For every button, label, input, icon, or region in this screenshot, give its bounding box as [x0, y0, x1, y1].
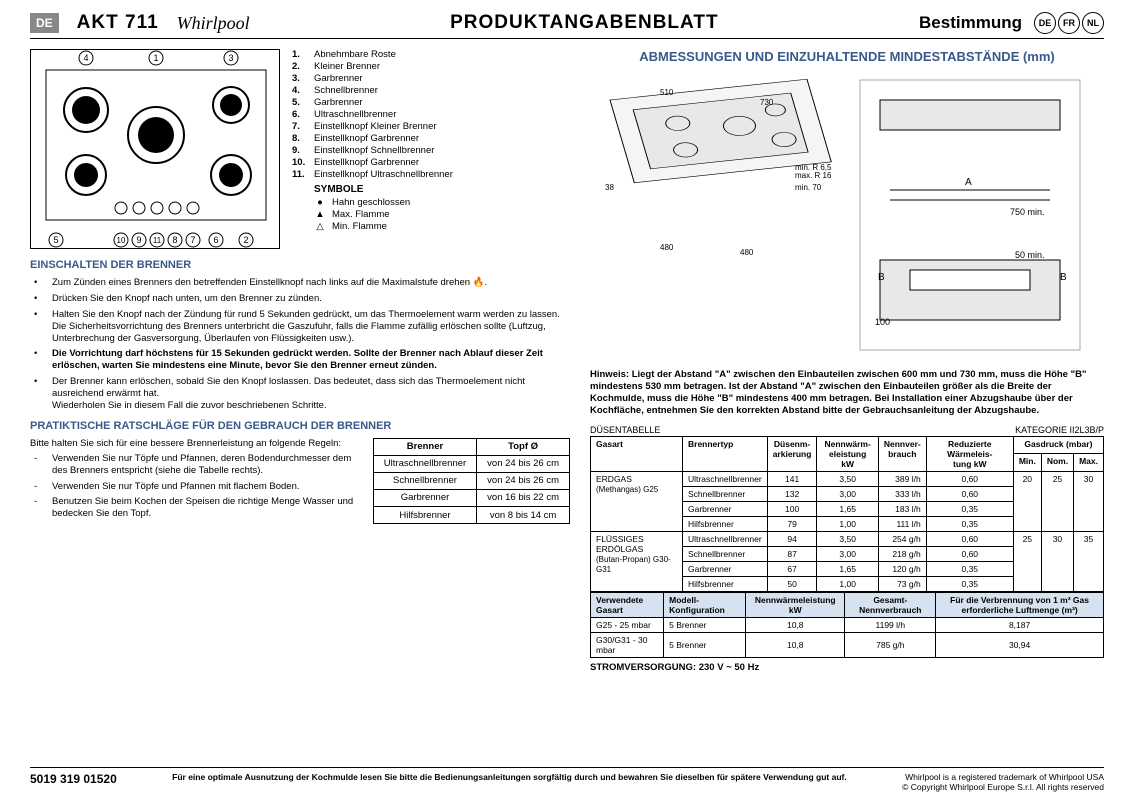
instruction-item: Zum Zünden eines Brenners den betreffend…: [30, 277, 570, 289]
svg-text:3: 3: [228, 53, 233, 63]
praktisch-text: Bitte halten Sie sich für eine bessere B…: [30, 438, 359, 524]
svg-text:A: A: [965, 177, 972, 188]
page-footer: 5019 319 01520 Für eine optimale Ausnutz…: [30, 767, 1104, 792]
parts-list-item: 8.Einstellknopf Garbrenner: [292, 133, 453, 144]
instruction-item: Drücken Sie den Knopf nach unten, um den…: [30, 293, 570, 305]
duse-category: KATEGORIE II2L3B/P: [1015, 425, 1104, 435]
parts-list-item: 3.Garbrenner: [292, 73, 453, 84]
svg-text:7: 7: [190, 235, 195, 245]
language-selector: DE FR NL: [1034, 12, 1104, 34]
footer-part-number: 5019 319 01520: [30, 772, 117, 786]
symbol-row: ●Hahn geschlossen: [314, 197, 453, 208]
right-column: ABMESSUNGEN UND EINZUHALTENDE MINDESTABS…: [590, 49, 1104, 673]
hinweis-label: Hinweis:: [590, 369, 629, 380]
header-right: Bestimmung DE FR NL: [919, 12, 1104, 34]
hob-diagram: 4 1 3 5 10 9 11 8 7 6 2: [30, 49, 280, 249]
tip-item: Verwenden Sie nur Töpfe und Pfannen mit …: [30, 481, 359, 493]
svg-text:100: 100: [875, 317, 890, 327]
page-title: PRODUKTANGABENBLATT: [450, 12, 718, 34]
nozzle-table-header: DÜSENTABELLE KATEGORIE II2L3B/P: [590, 425, 1104, 435]
svg-text:510: 510: [660, 88, 674, 97]
parts-list-item: 10.Einstellknopf Garbrenner: [292, 157, 453, 168]
model-number: AKT 711: [77, 12, 159, 34]
svg-text:750 min.: 750 min.: [1010, 207, 1045, 217]
destination-label: Bestimmung: [919, 13, 1022, 33]
parts-list-item: 6.Ultraschnellbrenner: [292, 109, 453, 120]
svg-text:5: 5: [53, 235, 58, 245]
svg-text:480: 480: [740, 248, 754, 257]
svg-text:6: 6: [213, 235, 218, 245]
section-einschalten-title: EINSCHALTEN DER BRENNER: [30, 259, 570, 271]
svg-text:11: 11: [153, 236, 162, 245]
page-header: DE AKT 711 Whirlpool PRODUKTANGABENBLATT…: [30, 12, 1104, 39]
lang-de: DE: [1034, 12, 1056, 34]
parts-list-item: 9.Einstellknopf Schnellbrenner: [292, 145, 453, 156]
power-supply: STROMVERSORGUNG: 230 V ~ 50 Hz: [590, 662, 1104, 673]
parts-list-item: 11.Einstellknopf Ultraschnellbrenner: [292, 169, 453, 180]
svg-text:B: B: [878, 272, 885, 283]
brand-logo: Whirlpool: [177, 13, 250, 34]
parts-list: 1.Abnehmbare Roste2.Kleiner Brenner3.Gar…: [292, 49, 453, 249]
tip-item: Benutzen Sie beim Kochen der Speisen die…: [30, 496, 359, 520]
instruction-item: Halten Sie den Knopf nach der Zündung fü…: [30, 309, 570, 345]
svg-text:2: 2: [243, 235, 248, 245]
duse-title: DÜSENTABELLE: [590, 425, 660, 435]
dimensions-title: ABMESSUNGEN UND EINZUHALTENDE MINDESTABS…: [590, 49, 1104, 64]
symbol-row: △Min. Flamme: [314, 221, 453, 232]
footer-notice: Für eine optimale Ausnutzung der Kochmul…: [117, 772, 902, 782]
main-content: 4 1 3 5 10 9 11 8 7 6 2 1.Abnehmbare Ros…: [30, 49, 1104, 673]
tip-item: Verwenden Sie nur Töpfe und Pfannen, der…: [30, 453, 359, 477]
svg-text:4: 4: [83, 53, 88, 63]
svg-text:min. 70: min. 70: [795, 183, 822, 192]
copyright-line: © Copyright Whirlpool Europe S.r.l. All …: [902, 782, 1104, 792]
installation-clearance-diagram: A 750 min. 50 min. B B 100: [850, 70, 1090, 363]
parts-list-item: 1.Abnehmbare Roste: [292, 49, 453, 60]
svg-text:50 min.: 50 min.: [1015, 250, 1045, 260]
svg-text:10: 10: [117, 236, 126, 245]
header-left: DE AKT 711 Whirlpool: [30, 12, 250, 34]
einschalten-list: Zum Zünden eines Brenners den betreffend…: [30, 277, 570, 412]
trademark-line: Whirlpool is a registered trademark of W…: [902, 772, 1104, 782]
flame-icon: ▲: [314, 209, 326, 220]
config-table: Verwendete GasartModell-KonfigurationNen…: [590, 592, 1104, 658]
svg-text:730: 730: [760, 98, 774, 107]
instruction-item: Der Brenner kann erlöschen, sobald Sie d…: [30, 376, 570, 412]
svg-text:B: B: [1060, 272, 1067, 283]
flame-icon: △: [314, 221, 326, 232]
hinweis-note: Hinweis: Liegt der Abstand "A" zwischen …: [590, 369, 1104, 417]
lang-badge: DE: [30, 13, 59, 33]
symbole-heading: SYMBOLE: [314, 184, 453, 195]
svg-text:max. R 16: max. R 16: [795, 171, 832, 180]
footer-copyright: Whirlpool is a registered trademark of W…: [902, 772, 1104, 792]
svg-text:480: 480: [660, 243, 674, 252]
svg-text:8: 8: [172, 235, 177, 245]
lang-fr: FR: [1058, 12, 1080, 34]
hob-dimensions-diagram: 510 730 38 480 480 min. 70 min. R 6,5 ma…: [590, 70, 840, 363]
parts-list-item: 2.Kleiner Brenner: [292, 61, 453, 72]
instruction-item: Die Vorrichtung darf höchstens für 15 Se…: [30, 348, 570, 372]
parts-list-item: 7.Einstellknopf Kleiner Brenner: [292, 121, 453, 132]
svg-text:1: 1: [153, 53, 158, 63]
nozzle-table: GasartBrennertypDüsenm-arkierungNennwärm…: [590, 436, 1104, 592]
pan-size-table: BrennerTopf ØUltraschnellbrennervon 24 b…: [373, 438, 570, 524]
flame-icon: ●: [314, 197, 326, 208]
lang-nl: NL: [1082, 12, 1104, 34]
praktisch-intro: Bitte halten Sie sich für eine bessere B…: [30, 438, 359, 449]
hinweis-text: Liegt der Abstand "A" zwischen den Einba…: [590, 369, 1086, 416]
svg-text:38: 38: [605, 183, 614, 192]
symbol-row: ▲Max. Flamme: [314, 209, 453, 220]
praktisch-list: Verwenden Sie nur Töpfe und Pfannen, der…: [30, 453, 359, 520]
svg-text:9: 9: [136, 235, 141, 245]
parts-list-item: 4.Schnellbrenner: [292, 85, 453, 96]
left-column: 4 1 3 5 10 9 11 8 7 6 2 1.Abnehmbare Ros…: [30, 49, 570, 673]
parts-list-item: 5.Garbrenner: [292, 97, 453, 108]
section-praktisch-title: PRATIKTISCHE RATSCHLÄGE FÜR DEN GEBRAUCH…: [30, 420, 570, 432]
